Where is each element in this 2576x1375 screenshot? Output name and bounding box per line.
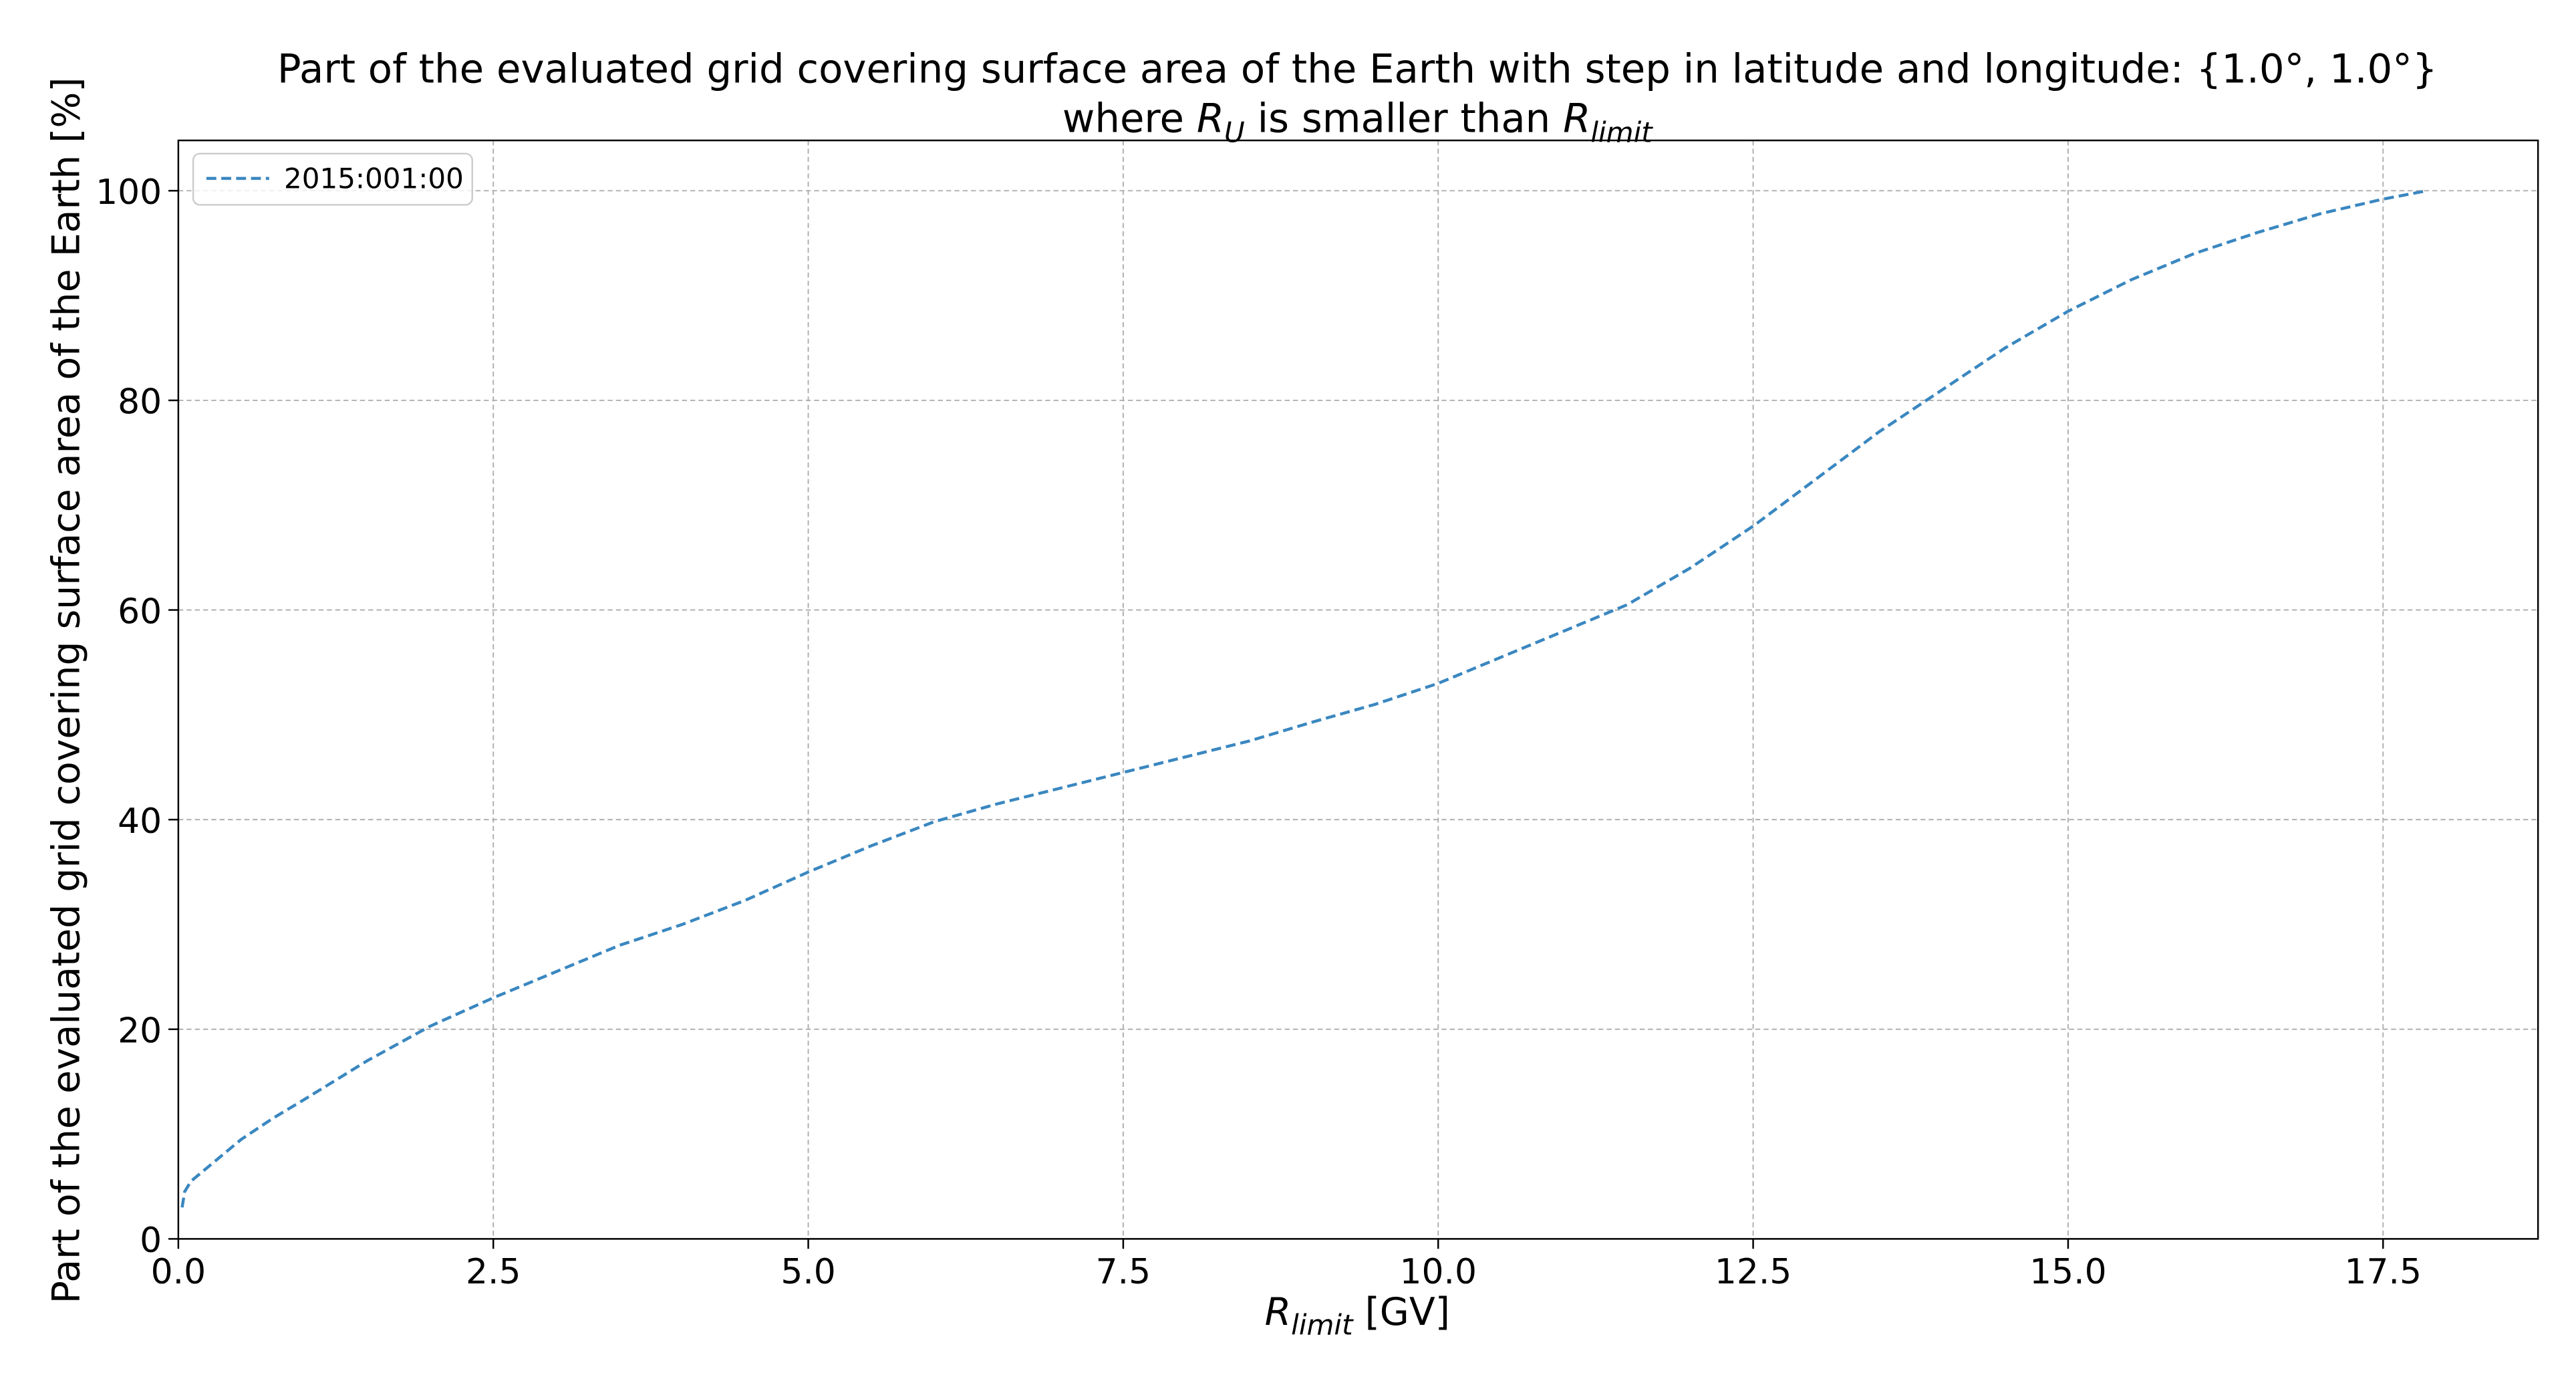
chart-title: Part of the evaluated grid covering surf… [277, 46, 2438, 92]
title-text: where [1062, 96, 1197, 142]
title-symbol: R [1197, 96, 1224, 142]
y-axis-label: Part of the evaluated grid covering surf… [45, 77, 89, 1303]
title-symbol: R [1563, 96, 1590, 142]
ticks: 0.0 2.5 5.0 7.5 10.0 12.5 15.0 17.5 0 20 40 60 80 100 [96, 172, 2422, 1292]
x-label-symbol: R [1265, 1290, 1292, 1334]
x-tick-label: 17.5 [2345, 1252, 2422, 1292]
legend-label: 2015:001:00 [284, 162, 464, 195]
legend: 2015:001:00 [192, 152, 473, 206]
x-label-unit: [GV] [1353, 1290, 1450, 1334]
title-subscript: U [1224, 116, 1245, 149]
y-tick-label: 40 [118, 801, 162, 842]
x-tick-label: 2.5 [466, 1252, 521, 1292]
title-subscript: limit [1590, 116, 1653, 149]
x-tick-label: 15.0 [2029, 1252, 2107, 1292]
x-tick-label: 0.0 [151, 1252, 206, 1292]
x-label-subscript: limit [1291, 1309, 1354, 1342]
x-tick-label: 12.5 [1715, 1252, 1792, 1292]
y-tick-label: 80 [118, 382, 162, 422]
axes-frame [177, 139, 2539, 1240]
y-tick-label: 0 [140, 1221, 162, 1261]
legend-box [192, 152, 473, 206]
y-tick-label: 60 [118, 592, 162, 632]
data-line [180, 189, 2428, 1208]
x-tick-label: 7.5 [1096, 1252, 1151, 1292]
y-tick-label: 20 [118, 1011, 162, 1051]
plot-area [180, 189, 2428, 1208]
y-tick-label: 100 [96, 172, 162, 213]
x-axis-label: Rlimit [GV] [1265, 1290, 1450, 1342]
title-text: is smaller than [1245, 96, 1563, 142]
chart-subtitle: where RU is smaller than Rlimit [1062, 96, 1653, 149]
x-tick-label: 10.0 [1399, 1252, 1477, 1292]
x-tick-label: 5.0 [780, 1252, 836, 1292]
